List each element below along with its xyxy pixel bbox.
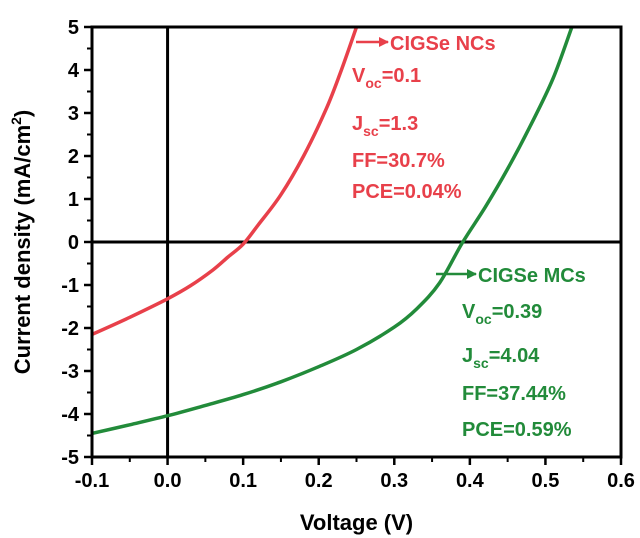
y-tick-label: 2 xyxy=(68,146,79,168)
axis-tick-labels: -0.1 0.0 0.1 0.2 0.3 0.4 0.5 0.6 -5 -4 -3 -2 -1 0 1 2 3 4… xyxy=(61,17,635,492)
annotation-mc: CIGSe MCs Voc=0.39 Jsc=4.04 FF=37.44% PC… xyxy=(436,265,586,441)
voc-nc: Voc=0.1 xyxy=(352,65,421,91)
x-tick-label: 0.2 xyxy=(305,470,333,492)
y-tick-label: 3 xyxy=(68,103,79,125)
pce-nc: PCE=0.04% xyxy=(352,181,462,203)
series-line-nc xyxy=(92,27,359,336)
jsc-nc: Jsc=1.3 xyxy=(352,113,418,139)
y-tick-label: 5 xyxy=(68,17,79,39)
x-tick-label: 0.6 xyxy=(607,470,635,492)
plot-frame xyxy=(90,25,623,459)
jsc-mc: Jsc=4.04 xyxy=(462,345,540,371)
x-tick-label: 0.5 xyxy=(532,470,560,492)
voc-mc: Voc=0.39 xyxy=(462,301,542,327)
pce-mc: PCE=0.59% xyxy=(462,419,572,441)
x-axis-title: Voltage (V) xyxy=(300,510,413,535)
annotation-nc: CIGSe NCs Voc=0.1 Jsc=1.3 FF=30.7% PCE=0… xyxy=(352,33,496,203)
x-tick-label: 0.4 xyxy=(456,470,485,492)
series-lines xyxy=(92,27,574,436)
y-tick-label: 1 xyxy=(68,189,79,211)
series-line-mc xyxy=(92,27,574,436)
y-tick-label: -3 xyxy=(61,361,79,383)
y-axis-title: Current density (mA/cm2) xyxy=(8,110,35,375)
label-nc: CIGSe NCs xyxy=(390,33,496,55)
y-tick-label: 0 xyxy=(68,232,79,254)
y-tick-label: -5 xyxy=(61,447,79,469)
y-tick-label: -2 xyxy=(61,318,79,340)
x-tick-label: 0.3 xyxy=(380,470,408,492)
ff-mc: FF=37.44% xyxy=(462,383,566,405)
y-tick-label: -4 xyxy=(61,404,80,426)
y-tick-label: -1 xyxy=(61,275,79,297)
x-tick-label: 0.1 xyxy=(229,470,257,492)
label-mc: CIGSe MCs xyxy=(478,265,586,287)
ff-nc: FF=30.7% xyxy=(352,150,445,172)
x-tick-label: -0.1 xyxy=(75,470,109,492)
y-tick-label: 4 xyxy=(68,60,80,82)
x-tick-label: 0.0 xyxy=(154,470,182,492)
